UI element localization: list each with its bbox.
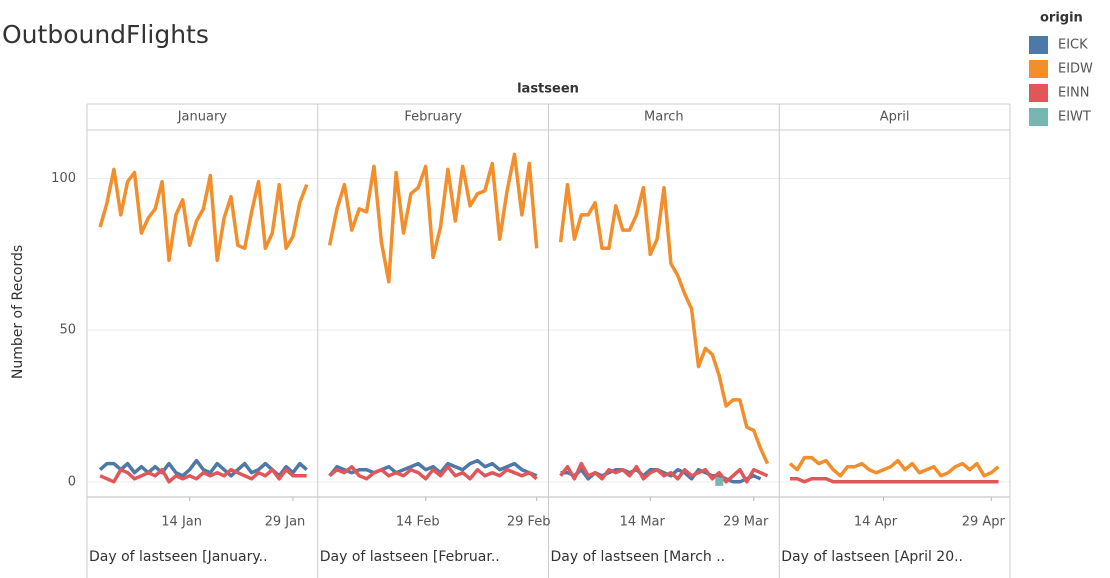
legend-swatch — [1029, 108, 1048, 126]
series-line — [328, 464, 538, 481]
y-tick-label: 100 — [51, 171, 76, 186]
x-axis-title: Day of lastseen [Februar.. — [320, 549, 500, 565]
facet-label: March — [644, 110, 684, 125]
x-tick-label: 14 Feb — [396, 515, 440, 530]
x-tick-label: 29 Mar — [723, 515, 769, 530]
x-tick-label: 29 Feb — [507, 515, 551, 530]
series-line — [327, 152, 539, 284]
chart-title: OutboundFlights — [2, 20, 209, 49]
facet-label: April — [880, 110, 910, 125]
legend-swatch — [1029, 84, 1048, 102]
legend-label: EIWT — [1058, 110, 1091, 125]
x-axis-title: Day of lastseen [January.. — [89, 549, 268, 565]
facet-label: February — [404, 110, 462, 125]
legend-label: EINN — [1058, 86, 1090, 101]
series-line — [559, 461, 769, 484]
legend-swatch — [1029, 60, 1048, 78]
x-tick-label: 14 Mar — [620, 515, 666, 530]
legend-label: EICK — [1058, 38, 1088, 53]
legend-title: origin — [1040, 11, 1083, 26]
x-axis-title: Day of lastseen [April 20.. — [781, 549, 963, 565]
series-line — [558, 182, 770, 465]
series-line — [99, 467, 307, 484]
series-line — [328, 458, 538, 478]
series-line — [790, 477, 999, 484]
legend-swatch — [1029, 36, 1048, 54]
y-tick-label: 0 — [68, 474, 76, 489]
series-line — [98, 167, 309, 263]
x-tick-label: 14 Apr — [854, 515, 898, 530]
x-tick-label: 29 Apr — [962, 515, 1006, 530]
x-tick-label: 14 Jan — [161, 515, 202, 530]
x-axis-title: Day of lastseen [March .. — [551, 549, 726, 565]
x-tick-label: 29 Jan — [265, 515, 306, 530]
y-axis-title: Number of Records — [10, 245, 26, 379]
column-header: lastseen — [517, 82, 579, 97]
legend-label: EIDW — [1058, 62, 1093, 77]
series-line — [788, 455, 1000, 478]
facet-label: January — [177, 110, 228, 125]
y-tick-label: 50 — [59, 323, 76, 338]
point — [715, 477, 724, 486]
